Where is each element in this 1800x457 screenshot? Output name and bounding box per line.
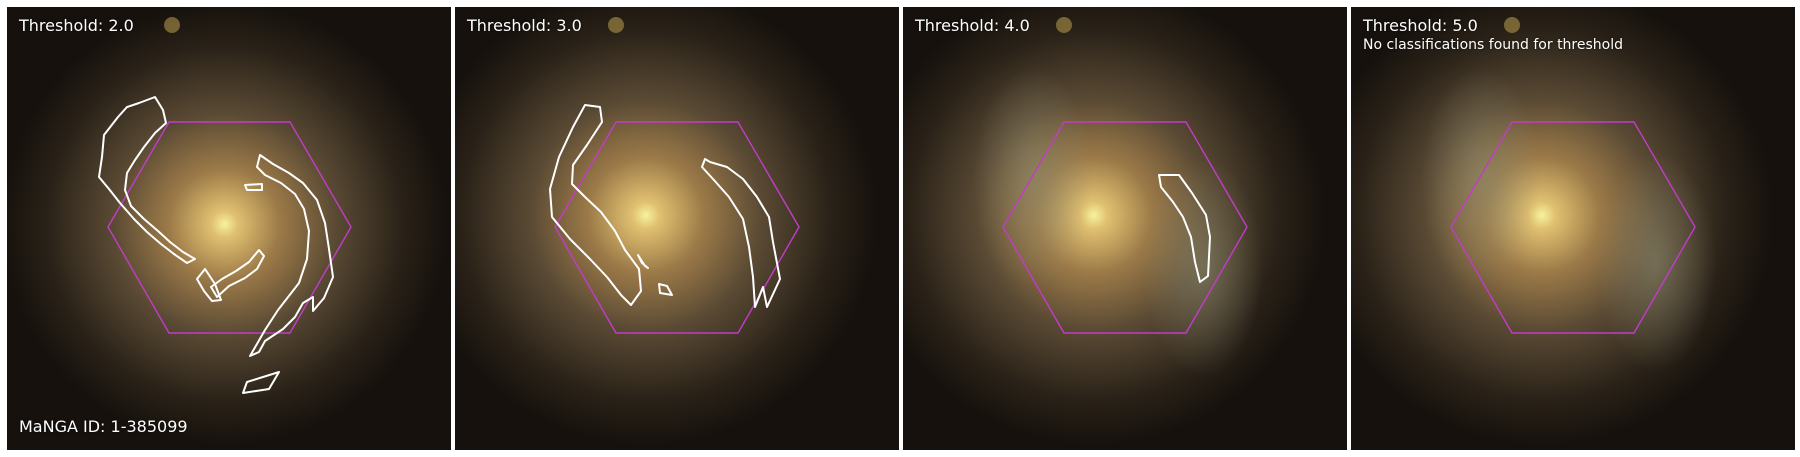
panel-threshold-2: Threshold: 2.0 MaNGA ID: 1-385099 xyxy=(7,7,451,450)
threshold-label: Threshold: 3.0 xyxy=(467,16,582,35)
galaxy-background xyxy=(455,7,899,450)
galaxy-image xyxy=(455,7,899,450)
manga-id-label: MaNGA ID: 1-385099 xyxy=(19,417,188,436)
contour-outer-fragment xyxy=(242,371,280,394)
galaxy-background xyxy=(903,7,1347,450)
galaxy-image xyxy=(1351,7,1795,450)
foreground-star xyxy=(1504,17,1520,33)
ifu-hexagon xyxy=(1450,121,1696,334)
contour-arm-right xyxy=(701,158,781,308)
contour-arm-left xyxy=(549,104,642,306)
foreground-star xyxy=(608,17,624,33)
contour-knot xyxy=(244,183,263,191)
ifu-hexagon xyxy=(554,121,800,334)
contour-group xyxy=(1158,174,1211,283)
contour-arm-right xyxy=(1158,174,1211,283)
spiral-arm-glow xyxy=(973,67,1093,287)
foreground-star xyxy=(164,17,180,33)
ifu-hexagon xyxy=(1002,121,1248,334)
galaxy-image xyxy=(7,7,451,450)
foreground-star xyxy=(1056,17,1072,33)
spiral-arm-glow xyxy=(1143,157,1263,377)
panel-threshold-5: Threshold: 5.0 No classifications found … xyxy=(1351,7,1795,450)
contour-inner-blob xyxy=(196,268,222,302)
spiral-arm-glow xyxy=(1596,152,1716,372)
contour-group xyxy=(549,104,781,308)
contour-fleck xyxy=(637,254,649,269)
spiral-arm-glow xyxy=(1421,67,1541,287)
panel-threshold-3: Threshold: 3.0 xyxy=(455,7,899,450)
ifu-hexagon xyxy=(107,121,352,334)
threshold-label: Threshold: 4.0 xyxy=(915,16,1030,35)
contour-arm-left xyxy=(98,96,196,264)
galaxy-background xyxy=(1351,7,1795,450)
panel-threshold-4: Threshold: 4.0 xyxy=(903,7,1347,450)
galaxy-image xyxy=(903,7,1347,450)
contour-small-blob xyxy=(658,283,673,296)
contour-arm-right xyxy=(249,154,334,357)
threshold-label: Threshold: 5.0 xyxy=(1363,16,1478,35)
contour-group xyxy=(98,96,334,394)
contour-inner-spur xyxy=(210,249,265,298)
threshold-label: Threshold: 2.0 xyxy=(19,16,134,35)
threshold-note: No classifications found for threshold xyxy=(1363,37,1623,53)
galaxy-background xyxy=(7,7,451,450)
